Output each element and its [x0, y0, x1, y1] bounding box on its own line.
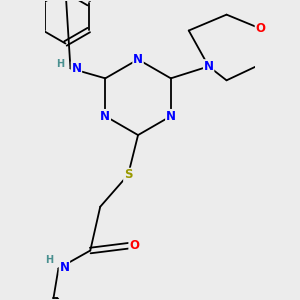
Text: N: N: [166, 110, 176, 123]
Text: N: N: [59, 261, 69, 274]
Text: O: O: [255, 22, 266, 35]
Text: H: H: [56, 59, 64, 69]
Text: N: N: [71, 62, 81, 75]
Text: H: H: [45, 256, 53, 266]
Text: N: N: [100, 110, 110, 123]
Text: O: O: [129, 239, 139, 252]
Text: N: N: [133, 53, 143, 66]
Text: N: N: [204, 60, 214, 73]
Text: S: S: [124, 168, 132, 182]
